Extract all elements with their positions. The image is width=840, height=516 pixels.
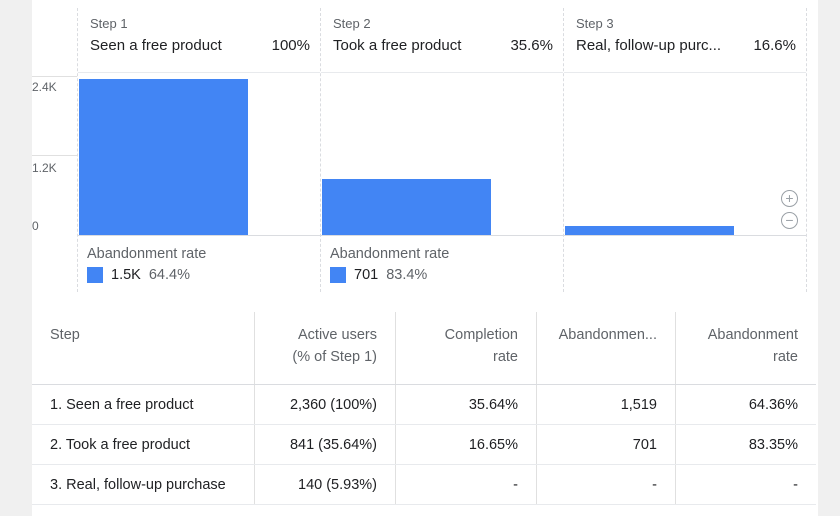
step-percent: 100% — [271, 37, 310, 54]
column-header-active-users[interactable]: Active users (% of Step 1) — [254, 312, 396, 385]
y-gridline — [32, 76, 77, 77]
step-number: Step 2 — [333, 16, 371, 31]
step-percent: 16.6% — [753, 37, 796, 54]
cell-step: 1. Seen a free product — [32, 384, 255, 425]
funnel-bar[interactable] — [79, 79, 248, 235]
column-header-abandonments[interactable]: Abandonmen... — [536, 312, 676, 385]
y-tick-label: 0 — [32, 219, 39, 233]
step-percent: 35.6% — [510, 37, 553, 54]
column-header-completion-rate[interactable]: Completion rate — [395, 312, 537, 385]
cell-abandonments: - — [536, 464, 676, 505]
zoom-in-icon[interactable]: + — [781, 190, 798, 207]
legend-swatch — [87, 267, 103, 283]
cell-completion-rate: 16.65% — [395, 424, 537, 465]
funnel-bar[interactable] — [322, 179, 491, 235]
cell-step: 3. Real, follow-up purchase — [32, 464, 255, 505]
funnel-card: 2.4K 1.2K 0 Step 1 Seen a free product 1… — [32, 0, 818, 516]
cell-active-users: 140 (5.93%) — [254, 464, 396, 505]
cell-abandonment-rate: - — [675, 464, 816, 505]
cell-active-users: 2,360 (100%) — [254, 384, 396, 425]
legend-swatch — [330, 267, 346, 283]
funnel-steps-table: Step Active users (% of Step 1) Completio… — [32, 312, 816, 505]
step-number: Step 1 — [90, 16, 128, 31]
cell-active-users: 841 (35.64%) — [254, 424, 396, 465]
abandonment-summary[interactable]: 1.5K 64.4% — [87, 267, 190, 283]
cell-abandonment-rate: 83.35% — [675, 424, 816, 465]
abandonment-label: Abandonment rate — [87, 246, 207, 262]
funnel-chart: 2.4K 1.2K 0 Step 1 Seen a free product 1… — [32, 0, 818, 300]
step-name: Real, follow-up purc... — [576, 37, 722, 54]
step-number: Step 3 — [576, 16, 614, 31]
cell-completion-rate: - — [395, 464, 537, 505]
table-row: 1. Seen a free product 2,360 (100%) 35.6… — [32, 384, 816, 425]
abandonment-rate: 83.4% — [386, 267, 428, 283]
step-name: Took a free product — [333, 37, 462, 54]
table-row: 3. Real, follow-up purchase 140 (5.93%) … — [32, 464, 816, 505]
abandonment-summary[interactable]: 701 83.4% — [330, 267, 427, 283]
table-row: 2. Took a free product 841 (35.64%) 16.6… — [32, 424, 816, 465]
abandonment-count: 701 — [354, 267, 379, 283]
cell-abandonment-rate: 64.36% — [675, 384, 816, 425]
funnel-step-3[interactable]: Step 3 Real, follow-up purc... 16.6% — [563, 8, 807, 292]
cell-abandonments: 701 — [536, 424, 676, 465]
abandonment-count: 1.5K — [111, 267, 141, 283]
zoom-out-icon[interactable]: − — [781, 212, 798, 229]
cell-step: 2. Took a free product — [32, 424, 255, 465]
cell-abandonments: 1,519 — [536, 384, 676, 425]
cell-completion-rate: 35.64% — [395, 384, 537, 425]
column-header-step[interactable]: Step — [32, 312, 255, 385]
funnel-step-2[interactable]: Step 2 Took a free product 35.6% Abandon… — [320, 8, 563, 292]
y-gridline — [32, 155, 77, 156]
step-name: Seen a free product — [90, 37, 222, 54]
funnel-bar[interactable] — [565, 226, 734, 235]
funnel-step-1[interactable]: Step 1 Seen a free product 100% Abandonm… — [77, 8, 320, 292]
y-tick-label: 2.4K — [32, 80, 57, 94]
abandonment-label: Abandonment rate — [330, 246, 450, 262]
abandonment-rate: 64.4% — [148, 267, 190, 283]
column-header-abandonment-rate[interactable]: Abandonment rate — [675, 312, 816, 385]
table-header-row: Step Active users (% of Step 1) Completio… — [32, 312, 816, 385]
y-tick-label: 1.2K — [32, 161, 57, 175]
